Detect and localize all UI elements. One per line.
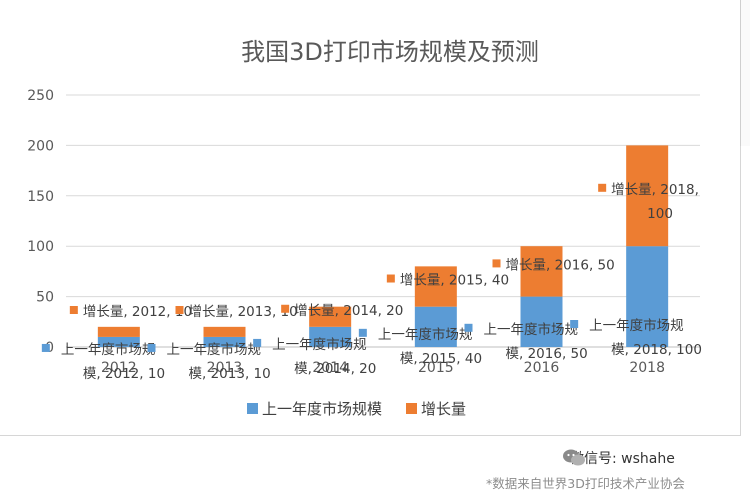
data-label-increase-line1: 增长量, 2016, 50 — [506, 257, 615, 273]
gridlines — [66, 94, 700, 348]
y-tick-label: 200 — [27, 138, 54, 154]
y-tick-label: 250 — [27, 88, 54, 104]
adjacent-panel-edge — [740, 0, 750, 146]
data-label-increase-line1: 增长量, 2012, 10 — [83, 304, 192, 320]
bar-base-2015 — [414, 306, 457, 347]
data-label-base-line2: 模, 2013, 10 — [189, 366, 271, 382]
wechat-watermark: 微信号: wshahe — [562, 448, 675, 468]
y-tick-label: 150 — [27, 189, 54, 205]
label-marker-base — [147, 343, 156, 352]
bars — [97, 145, 669, 347]
legend-label-increase: 增长量 — [421, 400, 466, 418]
chart-frame — [0, 0, 741, 436]
bar-increase-2014 — [309, 306, 352, 327]
bar-increase-2016 — [520, 246, 563, 297]
label-marker-increase — [175, 306, 184, 314]
label-marker-base — [358, 328, 367, 337]
chart-title: 我国3D打印市场规模及预测 — [241, 38, 539, 66]
data-label-base-line1: 上一年度市场规 — [589, 317, 684, 334]
legend: 上一年度市场规模 增长量 — [247, 400, 466, 418]
bar-base-2016 — [520, 296, 563, 347]
bar-base-2013 — [203, 336, 246, 347]
bar-increase-2012 — [97, 326, 140, 337]
bar-increase-2013 — [203, 326, 246, 337]
data-label-base-line1: 上一年度市场规 — [378, 326, 473, 343]
data-label-base-line1: 上一年度市场规 — [61, 341, 156, 358]
data-label-increase-line1: 增长量, 2018, — [611, 182, 699, 198]
data-label-base-line2: 模, 2014, 20 — [294, 361, 376, 377]
data-label-increase-line1: 增长量, 2014, 20 — [294, 303, 403, 319]
x-tick-label: 2018 — [629, 360, 665, 376]
legend-label-base: 上一年度市场规模 — [262, 400, 382, 418]
x-tick-label: 2014 — [312, 360, 348, 376]
label-marker-increase — [69, 306, 78, 314]
x-tick-label: 2013 — [207, 360, 243, 376]
bar-base-2018 — [626, 246, 669, 347]
label-marker-increase — [386, 274, 395, 283]
data-label-increase-line2: 100 — [647, 206, 673, 222]
stacked-bar-chart: 我国3D打印市场规模及预测 050100150200250 2012201320… — [27, 38, 702, 418]
label-marker-increase — [598, 183, 607, 192]
label-marker-increase — [281, 304, 290, 313]
bar-base-2014 — [309, 326, 352, 347]
source-note: *数据来自世界3D打印技术产业协会 — [486, 476, 685, 491]
data-label-base-line1: 上一年度市场规 — [272, 336, 367, 353]
data-label-base-line2: 模, 2015, 40 — [400, 351, 482, 367]
data-label-increase-line1: 增长量, 2015, 40 — [400, 273, 509, 289]
bar-increase-2018 — [626, 145, 669, 247]
bar-increase-2015 — [414, 266, 457, 307]
watermark-text: 微信号: wshahe — [570, 451, 675, 467]
legend-swatch-increase — [406, 403, 417, 414]
x-tick-label: 2016 — [524, 360, 560, 376]
x-tick-label: 2015 — [418, 360, 454, 376]
y-axis-ticks: 050100150200250 — [27, 88, 54, 356]
data-label-base-line1: 上一年度市场规 — [484, 321, 579, 338]
label-marker-base — [464, 323, 473, 332]
data-label-base-line1: 上一年度市场规 — [167, 341, 262, 358]
y-tick-label: 50 — [36, 290, 54, 306]
label-marker-base — [570, 320, 579, 328]
y-tick-label: 100 — [27, 239, 54, 255]
data-label-base-line2: 模, 2016, 50 — [506, 346, 588, 362]
data-label-increase-line1: 增长量, 2013, 10 — [189, 304, 298, 320]
data-label-base-line2: 模, 2012, 10 — [83, 366, 165, 382]
label-marker-base — [41, 343, 50, 352]
x-tick-label: 2012 — [101, 360, 137, 376]
legend-swatch-base — [247, 403, 258, 414]
data-label-base-line2: 模, 2018, 100 — [611, 342, 702, 358]
bar-base-2012 — [97, 336, 140, 347]
label-marker-base — [253, 338, 262, 347]
label-marker-increase — [492, 259, 501, 268]
x-axis-ticks: 2012 2013 2014 2015 2016 2018 — [101, 360, 665, 376]
